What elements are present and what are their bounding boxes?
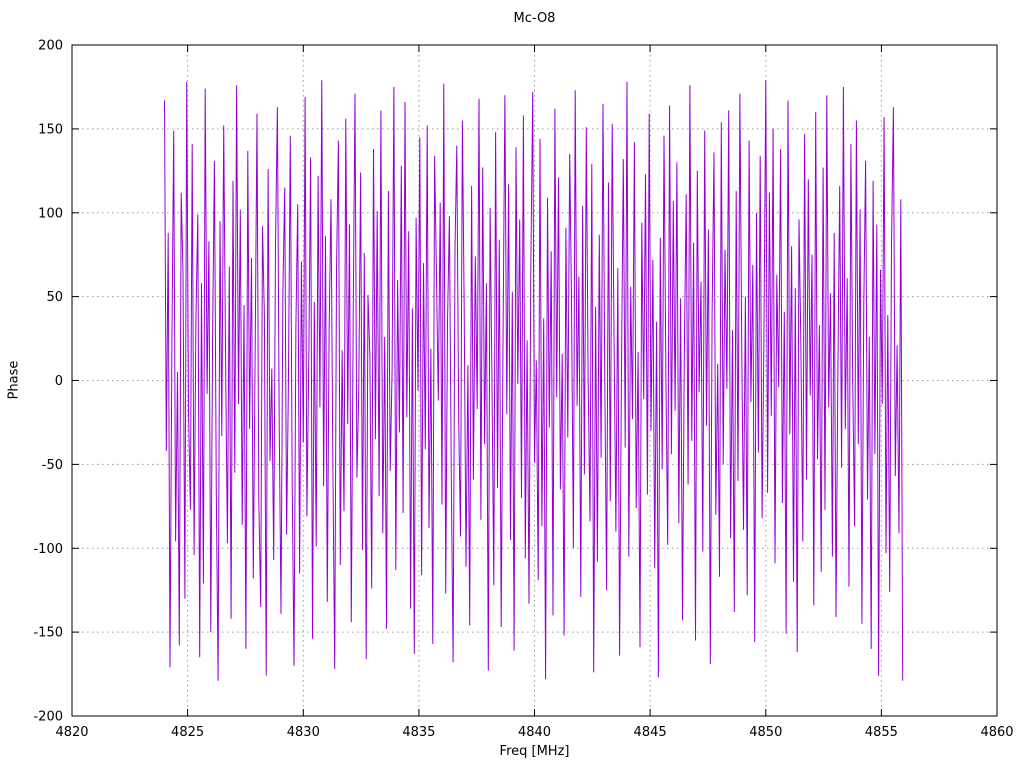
y-tick-label: -100 (33, 542, 63, 557)
y-tick-label: -150 (33, 626, 63, 641)
phase-series-line (164, 80, 904, 681)
x-tick-label: 4840 (518, 725, 551, 740)
x-tick-label: 4855 (865, 725, 898, 740)
y-tick-label: 50 (46, 290, 63, 305)
y-tick-label: 0 (55, 374, 63, 389)
x-tick-label: 4820 (55, 725, 88, 740)
x-tick-label: 4850 (749, 725, 782, 740)
x-tick-label: 4830 (287, 725, 320, 740)
y-axis-label: Phase (6, 360, 22, 400)
chart-title: Mc-O8 (513, 11, 556, 26)
y-tick-label: 150 (38, 122, 63, 137)
x-tick-label: 4825 (171, 725, 204, 740)
y-tick-label: 100 (38, 206, 63, 221)
x-axis-label: Freq [MHz] (499, 744, 570, 759)
y-tick-label: -200 (33, 710, 63, 725)
y-tick-label: -50 (42, 458, 63, 473)
y-tick-label: 200 (38, 39, 63, 54)
x-tick-label: 4835 (402, 725, 435, 740)
x-tick-label: 4860 (980, 725, 1013, 740)
x-tick-label: 4845 (634, 725, 667, 740)
